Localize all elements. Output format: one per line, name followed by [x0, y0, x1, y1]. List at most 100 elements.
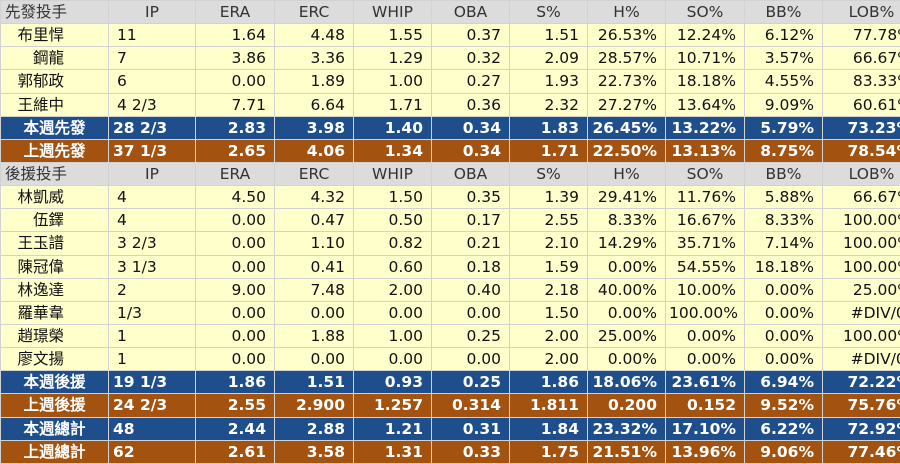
- cell-bb-pct: 8.33%: [745, 209, 823, 232]
- cell-lob-pct: #DIV/0!: [823, 301, 900, 324]
- cell-lob-pct: 77.46%: [823, 440, 900, 463]
- cell-era: 0.00: [196, 301, 275, 324]
- cell-oba: 0.34: [432, 116, 510, 139]
- cell-bb-pct: 9.52%: [745, 394, 823, 417]
- cell-oba: 0.32: [432, 47, 510, 70]
- cell-bb-pct: 6.12%: [745, 24, 823, 47]
- cell-erc: 4.32: [275, 186, 354, 209]
- cell-so-pct: 13.22%: [666, 116, 745, 139]
- cell-h-pct: 27.27%: [588, 93, 666, 116]
- cell-h-pct: 22.50%: [588, 139, 666, 162]
- cell-lob-pct: 72.92%: [823, 417, 900, 440]
- cell-ip: 4 2/3: [109, 93, 196, 116]
- cell-erc: 7.48: [275, 278, 354, 301]
- row-label: 鋼龍: [1, 47, 109, 70]
- cell-h-pct: 40.00%: [588, 278, 666, 301]
- cell-so-pct: 10.00%: [666, 278, 745, 301]
- cell-whip: 2.00: [354, 278, 432, 301]
- row-label: 本週總計: [1, 417, 109, 440]
- cell-bb-pct: 0.00%: [745, 301, 823, 324]
- cell-era: 2.55: [196, 394, 275, 417]
- cell-era: 2.44: [196, 417, 275, 440]
- cell-s-pct: 2.18: [510, 278, 588, 301]
- cell-bb-pct: 0.00%: [745, 348, 823, 371]
- cell-bb-pct: 0.00%: [745, 324, 823, 347]
- cell-h-pct: 8.33%: [588, 209, 666, 232]
- cell-so-pct: 18.18%: [666, 70, 745, 93]
- cell-lob-pct: 66.67%: [823, 47, 900, 70]
- cell-oba: OBA: [432, 1, 510, 24]
- cell-era: 9.00: [196, 278, 275, 301]
- cell-whip: 1.31: [354, 440, 432, 463]
- cell-so-pct: 17.10%: [666, 417, 745, 440]
- cell-ip: 28 2/3: [109, 116, 196, 139]
- cell-h-pct: H%: [588, 1, 666, 24]
- cell-bb-pct: 5.88%: [745, 186, 823, 209]
- cell-erc: 2.88: [275, 417, 354, 440]
- row-label: 先發投手: [1, 1, 109, 24]
- cell-whip: 1.29: [354, 47, 432, 70]
- cell-era: 1.86: [196, 371, 275, 394]
- cell-h-pct: H%: [588, 162, 666, 185]
- cell-so-pct: 23.61%: [666, 371, 745, 394]
- cell-erc: 0.00: [275, 301, 354, 324]
- cell-erc: 3.58: [275, 440, 354, 463]
- cell-so-pct: SO%: [666, 1, 745, 24]
- cell-h-pct: 14.29%: [588, 232, 666, 255]
- cell-so-pct: 11.76%: [666, 186, 745, 209]
- cell-so-pct: 12.24%: [666, 24, 745, 47]
- cell-oba: 0.18: [432, 255, 510, 278]
- cell-s-pct: 1.59: [510, 255, 588, 278]
- row-label: 王維中: [1, 93, 109, 116]
- cell-oba: 0.37: [432, 24, 510, 47]
- cell-whip: WHIP: [354, 1, 432, 24]
- cell-h-pct: 25.00%: [588, 324, 666, 347]
- cell-era: 4.50: [196, 186, 275, 209]
- cell-whip: 0.93: [354, 371, 432, 394]
- cell-bb-pct: 7.14%: [745, 232, 823, 255]
- cell-h-pct: 0.00%: [588, 348, 666, 371]
- cell-lob-pct: 72.22%: [823, 371, 900, 394]
- cell-so-pct: 10.71%: [666, 47, 745, 70]
- cell-lob-pct: 75.76%: [823, 394, 900, 417]
- cell-oba: 0.314: [432, 394, 510, 417]
- cell-ip: 1/3: [109, 301, 196, 324]
- cell-bb-pct: 5.79%: [745, 116, 823, 139]
- row-label: 本週先發: [1, 116, 109, 139]
- cell-oba: 0.17: [432, 209, 510, 232]
- cell-era: 0.00: [196, 209, 275, 232]
- cell-h-pct: 26.53%: [588, 24, 666, 47]
- cell-era: 0.00: [196, 255, 275, 278]
- cell-whip: 0.50: [354, 209, 432, 232]
- cell-s-pct: 2.32: [510, 93, 588, 116]
- cell-whip: 1.00: [354, 70, 432, 93]
- cell-ip: 4: [109, 186, 196, 209]
- cell-s-pct: 1.93: [510, 70, 588, 93]
- cell-so-pct: 0.00%: [666, 348, 745, 371]
- cell-s-pct: 1.51: [510, 24, 588, 47]
- cell-oba: 0.34: [432, 139, 510, 162]
- cell-bb-pct: BB%: [745, 162, 823, 185]
- cell-s-pct: 1.39: [510, 186, 588, 209]
- cell-bb-pct: 9.09%: [745, 93, 823, 116]
- cell-whip: 0.00: [354, 301, 432, 324]
- cell-ip: 37 1/3: [109, 139, 196, 162]
- cell-s-pct: 2.09: [510, 47, 588, 70]
- cell-whip: 1.50: [354, 186, 432, 209]
- cell-lob-pct: 60.61%: [823, 93, 900, 116]
- row-label: 布里悍: [1, 24, 109, 47]
- cell-ip: 1: [109, 348, 196, 371]
- cell-s-pct: 1.75: [510, 440, 588, 463]
- cell-so-pct: 54.55%: [666, 255, 745, 278]
- cell-bb-pct: 0.00%: [745, 278, 823, 301]
- cell-so-pct: 100.00%: [666, 301, 745, 324]
- cell-whip: WHIP: [354, 162, 432, 185]
- cell-oba: 0.33: [432, 440, 510, 463]
